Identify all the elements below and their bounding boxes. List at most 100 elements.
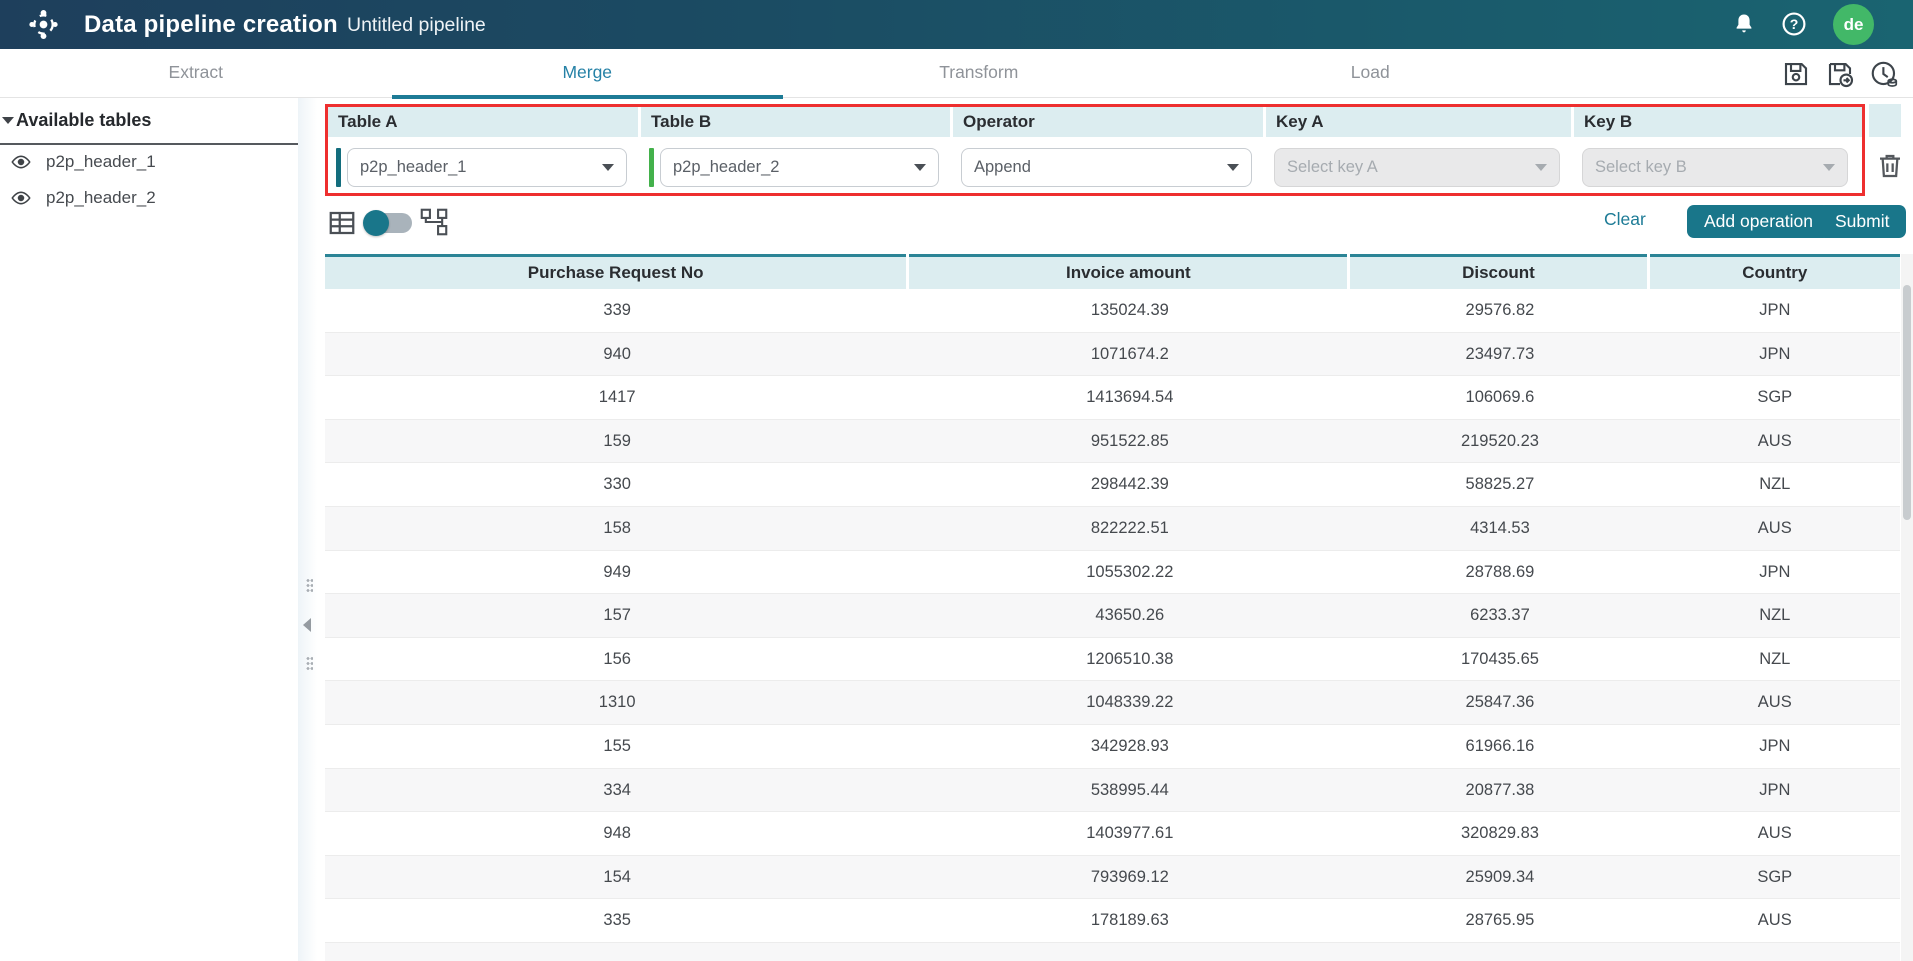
table-cell: AUS <box>1757 911 1792 930</box>
pipeline-toolbar <box>1781 49 1899 98</box>
field-label-table-a: Table A <box>328 107 638 137</box>
table-cell: SGP <box>1757 388 1793 407</box>
table-cell: 951522.85 <box>1090 431 1169 450</box>
submit-button[interactable]: Submit <box>1818 205 1907 238</box>
table-list-item[interactable]: p2p_header_1 <box>0 144 298 180</box>
bell-icon[interactable] <box>1731 11 1757 37</box>
table-row: 1310 1048339.22 25847.36 AUS <box>325 681 1900 725</box>
table-cell: 940 <box>603 344 631 363</box>
page-title: Data pipeline creation <box>84 11 338 38</box>
operation-column-key-a: Key A Select key A <box>1266 107 1574 193</box>
table-row: 158 822222.51 4314.53 AUS <box>325 506 1900 551</box>
chevron-down-icon <box>1823 164 1835 171</box>
table-cell: 342928.93 <box>1090 736 1169 755</box>
pipeline-name[interactable]: Untitled pipeline <box>347 14 486 36</box>
clock-history-icon[interactable] <box>1869 59 1899 89</box>
operator-select[interactable]: Append <box>961 148 1252 187</box>
table-cell: 4314.53 <box>1470 518 1530 537</box>
table-cell: 58825.27 <box>1465 475 1535 494</box>
table-cell: 1413694.54 <box>1086 388 1174 407</box>
table-cell: 822222.51 <box>1090 518 1169 537</box>
tab-merge[interactable]: Merge <box>391 49 784 99</box>
field-label-key-b: Key B <box>1574 107 1862 137</box>
save-icon[interactable] <box>1781 59 1811 89</box>
table-row: 157 43650.26 6233.37 NZL <box>325 594 1900 638</box>
table-row: 949 1055302.22 28788.69 JPN <box>325 550 1900 595</box>
field-table-b: p2p_header_2 <box>649 148 939 187</box>
table-cell: 20877.38 <box>1465 780 1535 799</box>
table-b-select[interactable]: p2p_header_2 <box>660 148 939 187</box>
table-scrollbar-thumb[interactable] <box>1903 285 1911 520</box>
column-header: Discount <box>1350 254 1647 289</box>
view-toggle[interactable] <box>363 210 412 236</box>
table-list-item[interactable]: p2p_header_2 <box>0 180 298 216</box>
table-row: 940 1071674.2 23497.73 JPN <box>325 332 1900 377</box>
field-label-key-a: Key A <box>1266 107 1571 137</box>
table-row: 155 342928.93 61966.16 JPN <box>325 724 1900 769</box>
table-cell: 538995.44 <box>1090 780 1169 799</box>
table-cell: 339 <box>603 301 631 319</box>
table-cell: 6233.37 <box>1470 606 1530 625</box>
preview-table: Purchase Request No Invoice amount Discoun… <box>325 254 1900 961</box>
app-header: Data pipeline creation Untitled pipeline… <box>0 0 1913 49</box>
table-cell: AUS <box>1757 518 1792 537</box>
stage-tab-bar: Extract Merge Transform Load <box>0 49 1913 99</box>
table-row: 334 538995.44 20877.38 JPN <box>325 768 1900 813</box>
selection-accent-bar <box>336 148 341 187</box>
table-cell: 25847.36 <box>1465 693 1535 712</box>
table-cell: AUS <box>1757 693 1792 712</box>
table-grid-icon[interactable] <box>327 208 357 238</box>
table-a-select[interactable]: p2p_header_1 <box>347 148 627 187</box>
toggle-knob <box>363 210 389 236</box>
table-cell: 61966.16 <box>1465 736 1535 755</box>
table-cell: 793969.12 <box>1090 867 1169 886</box>
table-cell: 1310 <box>598 693 636 712</box>
table-cell: 949 <box>603 562 631 581</box>
sidebar-resize-handle[interactable] <box>298 98 322 961</box>
tab-transform[interactable]: Transform <box>939 62 1019 82</box>
save-as-icon[interactable] <box>1825 59 1855 89</box>
table-a-value: p2p_header_1 <box>360 158 467 176</box>
operation-column-table-b: Table B p2p_header_2 <box>641 107 953 193</box>
table-cell: NZL <box>1759 475 1791 494</box>
table-cell: 1048339.22 <box>1086 693 1174 712</box>
pipeline-hub-icon <box>29 9 58 40</box>
table-cell: 178189.63 <box>1090 911 1169 930</box>
key-a-select: Select key A <box>1274 148 1560 187</box>
table-cell: JPN <box>1759 736 1791 755</box>
field-key-a: Select key A <box>1274 148 1560 187</box>
avatar[interactable]: de <box>1833 4 1874 45</box>
question-circle-icon[interactable]: ? <box>1781 11 1807 37</box>
clear-button[interactable]: Clear <box>1604 209 1646 229</box>
table-cell: JPN <box>1759 344 1791 363</box>
column-header: Invoice amount <box>909 254 1348 289</box>
table-name-label: p2p_header_1 <box>46 152 156 171</box>
merge-operation-panel: Table A p2p_header_1 Table B p2p_header_2 Op… <box>325 104 1865 196</box>
table-cell: 1071674.2 <box>1090 344 1169 363</box>
chevron-down-icon <box>1227 164 1239 171</box>
flow-graph-icon[interactable] <box>420 208 448 236</box>
preview-table-header: Purchase Request No Invoice amount Discoun… <box>325 254 1900 289</box>
sidebar-section-header[interactable]: Available tables <box>0 110 298 145</box>
collapse-sidebar-icon[interactable] <box>303 618 311 632</box>
field-key-b: Select key B <box>1582 148 1848 187</box>
tab-load[interactable]: Load <box>1350 62 1390 82</box>
chevron-down-icon <box>2 117 14 124</box>
trash-icon[interactable] <box>1874 148 1906 184</box>
table-cell: 155 <box>603 736 631 755</box>
add-operation-button[interactable]: Add operation <box>1687 205 1830 238</box>
tab-extract[interactable]: Extract <box>168 62 223 82</box>
table-scrollbar <box>1901 254 1913 961</box>
table-cell: NZL <box>1759 649 1791 668</box>
table-cell: 135024.39 <box>1090 301 1169 319</box>
field-operator: Append <box>961 148 1252 187</box>
table-row: 159 951522.85 219520.23 AUS <box>325 419 1900 464</box>
table-cell: 334 <box>603 780 631 799</box>
table-cell: 948 <box>603 824 631 843</box>
table-row: 156 1206510.38 170435.65 NZL <box>325 637 1900 682</box>
table-cell: 154 <box>603 867 631 886</box>
table-cell: 28765.95 <box>1465 911 1535 930</box>
eye-icon[interactable] <box>10 187 32 209</box>
table-row: 339 135024.39 29576.82 JPN <box>325 289 1900 333</box>
eye-icon[interactable] <box>10 151 32 173</box>
